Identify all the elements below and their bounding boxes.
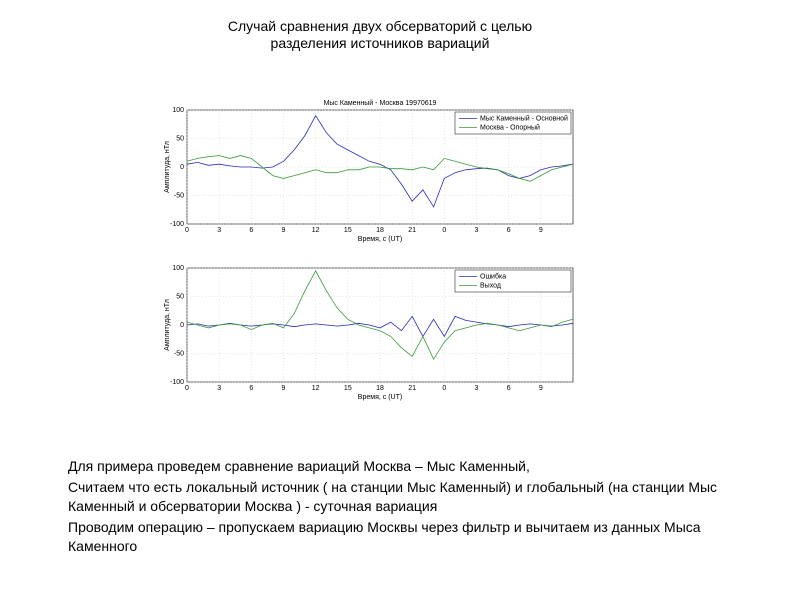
body-text: Для примера проведем сравнение вариаций … (68, 457, 718, 558)
legend-label: Мыс Каменный - Основной (480, 114, 568, 122)
x-tick-label: 3 (475, 227, 479, 234)
y-tick-label: 0 (180, 164, 184, 171)
x-tick-label: 6 (507, 385, 511, 392)
y-tick-label: 50 (176, 293, 184, 300)
x-tick-label: 9 (282, 227, 286, 234)
slide-title: Случай сравнения двух обсерваторий с цел… (227, 18, 533, 51)
legend-label: Выход (480, 282, 501, 289)
x-tick-label: 0 (185, 385, 189, 392)
legend-box (454, 269, 572, 293)
y-tick-label: -100 (170, 221, 184, 228)
series-line (186, 155, 574, 182)
x-tick-label: 6 (249, 385, 253, 392)
y-tick-label: -50 (174, 350, 184, 357)
x-tick-label: 3 (217, 227, 221, 234)
y-tick-label: 100 (172, 265, 184, 272)
paragraph: Считаем что есть локальный источник ( на… (68, 479, 718, 514)
y-axis-label: Амплитуда, нТл (164, 299, 171, 351)
x-tick-label: 9 (539, 227, 543, 234)
y-tick-label: 100 (172, 107, 184, 114)
legend-box (454, 111, 572, 135)
x-tick-label: 18 (376, 385, 384, 392)
y-tick-label: 0 (180, 322, 184, 329)
chart-title: Мыс Каменный - Москва 19970619 (324, 99, 437, 107)
paragraph: Для примера проведем сравнение вариаций … (68, 458, 530, 474)
x-tick-label: 3 (475, 385, 479, 392)
x-tick-label: 9 (282, 385, 286, 392)
x-tick-label: 3 (217, 385, 221, 392)
x-tick-label: 0 (442, 227, 446, 234)
x-axis-label: Время, с (UT) (358, 236, 402, 243)
x-tick-label: 6 (507, 227, 511, 234)
x-tick-label: 9 (539, 385, 543, 392)
x-tick-label: 15 (344, 227, 352, 234)
series-line (186, 315, 574, 338)
x-tick-label: 15 (344, 385, 352, 392)
series-line (186, 270, 574, 361)
x-tick-label: 0 (442, 385, 446, 392)
y-axis-label: Амплитуда, нТл (164, 141, 171, 193)
y-tick-label: 50 (176, 135, 184, 142)
series-line (186, 114, 574, 208)
x-tick-label: 21 (408, 385, 416, 392)
x-tick-label: 21 (408, 227, 416, 234)
charts: Мыс Каменный - Москва 19970619 100 50 0 -50 -… (164, 99, 574, 401)
x-tick-label: 0 (185, 227, 189, 234)
x-tick-label: 6 (249, 227, 253, 234)
y-tick-label: -100 (170, 379, 184, 386)
x-tick-label: 12 (312, 385, 320, 392)
legend-label: Москва - Опорный (480, 123, 540, 131)
legend-label: Ошибка (480, 272, 506, 280)
y-tick-label: -50 (174, 192, 184, 199)
x-tick-label: 18 (376, 227, 384, 234)
x-tick-label: 12 (312, 227, 320, 234)
paragraph: Проводим операцию – пропускаем вариацию … (68, 519, 701, 554)
x-axis-label: Время, с (UT) (358, 394, 402, 401)
